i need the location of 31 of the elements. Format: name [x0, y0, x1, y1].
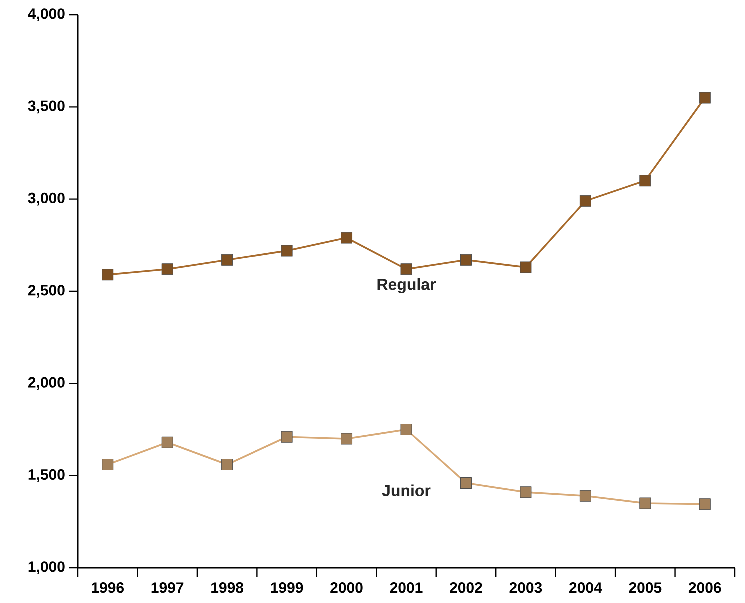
- point: [520, 262, 532, 274]
- x-tick-label: 2002: [450, 582, 482, 594]
- y-tick-label: 3,000: [28, 192, 65, 206]
- x-tick-label: 2001: [390, 582, 423, 594]
- point: [699, 92, 711, 104]
- y-tick-label: 3,500: [28, 100, 65, 114]
- y-tick-label: 2,500: [28, 285, 65, 298]
- x-tick-label: 2004: [570, 582, 602, 594]
- point: [640, 175, 652, 187]
- point: [400, 264, 412, 276]
- x-tick-label: 1997: [152, 582, 184, 594]
- point: [102, 269, 114, 281]
- x-tick-label: 1996: [92, 582, 124, 594]
- y-tick-label: 1,500: [28, 469, 65, 482]
- point: [341, 232, 353, 244]
- x-tick-label: 2006: [688, 582, 722, 594]
- point: [162, 264, 174, 276]
- y-tick-label: 2,000: [28, 377, 65, 390]
- x-tick-label: 2003: [510, 582, 542, 594]
- series-label: Junior: [382, 484, 431, 496]
- x-tick-label: 1998: [212, 582, 244, 594]
- point: [460, 254, 472, 266]
- x-tick-label: 2005: [629, 582, 662, 594]
- y-tick-label: 4,000: [28, 8, 65, 22]
- x-tick-label: 2000: [330, 582, 363, 594]
- point: [222, 254, 234, 266]
- point: [281, 245, 293, 257]
- x-tick-label: 1999: [271, 582, 304, 594]
- point: [580, 195, 592, 207]
- series-label: Regular: [378, 278, 436, 294]
- y-tick-label: 1,000: [28, 562, 65, 574]
